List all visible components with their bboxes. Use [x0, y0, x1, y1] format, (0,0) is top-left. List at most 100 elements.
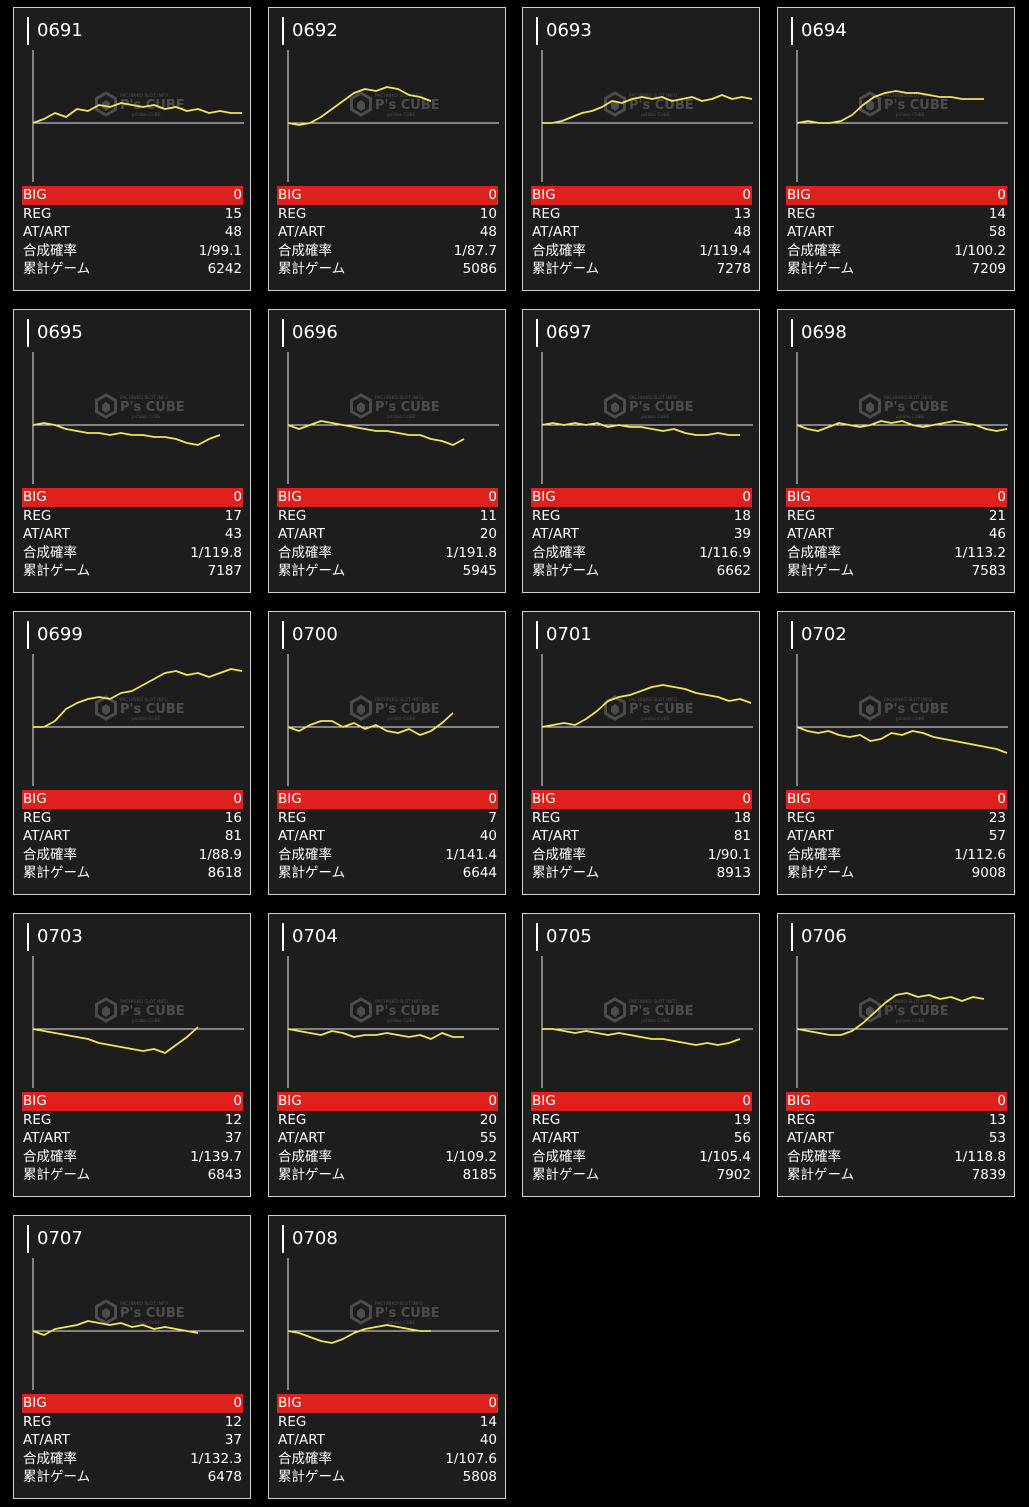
machine-card[interactable]: 0695 PACHINKO SLOT INFO P's CUBE pslabo CUB… [13, 309, 251, 593]
stat-row-total-games: 累計ゲーム 9008 [786, 864, 1007, 883]
stat-label: REG [23, 1413, 52, 1430]
stat-label: 合成確率 [278, 544, 332, 561]
machine-card[interactable]: 0697 PACHINKO SLOT INFO P's CUBE pslabo CUB… [522, 309, 760, 593]
stat-row-at-art: AT/ART 40 [277, 1431, 498, 1450]
stat-row-probability: 合成確率 1/99.1 [22, 242, 243, 261]
stats-table: BIG 0 REG 14 AT/ART 40 合成確率 1/107.6 累計ゲーム 5808 [277, 1394, 498, 1487]
stat-label: BIG [23, 791, 47, 807]
stat-label: 累計ゲーム [787, 563, 855, 580]
stat-value: 0 [488, 1093, 497, 1109]
stats-table: BIG 0 REG 17 AT/ART 43 合成確率 1/119.8 累計ゲーム 7187 [22, 488, 243, 581]
stat-value: 1/132.3 [190, 1450, 242, 1467]
stat-row-big: BIG 0 [22, 1092, 243, 1111]
stat-row-reg: REG 18 [531, 507, 752, 526]
stat-value: 81 [733, 828, 751, 845]
stat-label: AT/ART [23, 526, 70, 543]
machine-number: 0698 [791, 319, 847, 347]
stat-row-big: BIG 0 [531, 488, 752, 507]
stat-label: AT/ART [23, 1130, 70, 1147]
stat-label: AT/ART [532, 526, 579, 543]
machine-number: 0705 [536, 923, 592, 951]
machine-card[interactable]: 0700 PACHINKO SLOT INFO P's CUBE pslabo CUB… [268, 611, 506, 895]
machine-number: 0691 [27, 17, 83, 45]
cube-core-icon [357, 402, 365, 413]
stats-table: BIG 0 REG 18 AT/ART 81 合成確率 1/90.1 累計ゲーム 8913 [531, 790, 752, 883]
stat-value: 1/100.2 [954, 242, 1006, 259]
stat-value: 14 [479, 1413, 497, 1430]
machine-card[interactable]: 0707 PACHINKO SLOT INFO P's CUBE pslabo CUB… [13, 1215, 251, 1499]
machine-card[interactable]: 0701 PACHINKO SLOT INFO P's CUBE pslabo CUB… [522, 611, 760, 895]
stat-label: 合成確率 [532, 1148, 586, 1165]
stat-value: 8185 [462, 1167, 497, 1184]
stat-value: 0 [233, 1093, 242, 1109]
stat-value: 1/118.8 [954, 1148, 1006, 1165]
stat-row-big: BIG 0 [22, 186, 243, 205]
machine-card[interactable]: 0702 PACHINKO SLOT INFO P's CUBE pslabo CUB… [777, 611, 1015, 895]
stat-value: 5086 [462, 261, 497, 278]
stat-label: BIG [278, 791, 302, 807]
stat-value: 18 [733, 809, 751, 826]
machine-card[interactable]: 0706 PACHINKO SLOT INFO P's CUBE pslabo CUB… [777, 913, 1015, 1197]
stat-value: 13 [988, 1111, 1006, 1128]
watermark-main-text: P's CUBE [375, 702, 440, 717]
stat-value: 1/191.8 [445, 544, 497, 561]
machine-card[interactable]: 0696 PACHINKO SLOT INFO P's CUBE pslabo CUB… [268, 309, 506, 593]
stat-label: 累計ゲーム [532, 261, 600, 278]
machine-card[interactable]: 0694 PACHINKO SLOT INFO P's CUBE pslabo CUB… [777, 7, 1015, 291]
stat-row-big: BIG 0 [786, 1092, 1007, 1111]
stat-row-probability: 合成確率 1/132.3 [22, 1450, 243, 1469]
machine-card[interactable]: 0703 PACHINKO SLOT INFO P's CUBE pslabo CUB… [13, 913, 251, 1197]
stat-label: AT/ART [787, 1130, 834, 1147]
watermark-top-text: PACHINKO SLOT INFO [120, 999, 169, 1005]
watermark-top-text: PACHINKO SLOT INFO [884, 395, 933, 401]
machine-card[interactable]: 0705 PACHINKO SLOT INFO P's CUBE pslabo CUB… [522, 913, 760, 1197]
stats-table: BIG 0 REG 12 AT/ART 37 合成確率 1/139.7 累計ゲーム 6843 [22, 1092, 243, 1185]
machine-card[interactable]: 0699 PACHINKO SLOT INFO P's CUBE pslabo CUB… [13, 611, 251, 895]
slump-line [33, 668, 243, 728]
stat-row-big: BIG 0 [22, 790, 243, 809]
stats-table: BIG 0 REG 16 AT/ART 81 合成確率 1/88.9 累計ゲーム 8618 [22, 790, 243, 883]
cube-core-icon [866, 402, 874, 413]
stat-value: 5945 [462, 563, 497, 580]
machine-number: 0702 [791, 621, 847, 649]
stat-row-at-art: AT/ART 57 [786, 827, 1007, 846]
watermark-sub-text: pslabo CUBE [132, 112, 161, 118]
stat-row-at-art: AT/ART 43 [22, 525, 243, 544]
stat-label: AT/ART [278, 828, 325, 845]
stat-row-total-games: 累計ゲーム 7278 [531, 260, 752, 279]
stat-value: 9008 [971, 865, 1006, 882]
machine-card[interactable]: 0691 PACHINKO SLOT INFO P's CUBE pslabo CUB… [13, 7, 251, 291]
stat-value: 0 [488, 1395, 497, 1411]
machine-card[interactable]: 0708 PACHINKO SLOT INFO P's CUBE pslabo CUB… [268, 1215, 506, 1499]
stat-value: 1/109.2 [445, 1148, 497, 1165]
stat-value: 39 [733, 526, 751, 543]
machine-card[interactable]: 0692 PACHINKO SLOT INFO P's CUBE pslabo CUB… [268, 7, 506, 291]
stat-label: BIG [532, 187, 556, 203]
stat-row-big: BIG 0 [531, 790, 752, 809]
stat-value: 1/88.9 [198, 846, 242, 863]
cube-icon [95, 695, 117, 721]
slump-line [287, 1324, 431, 1344]
cube-icon [95, 393, 117, 419]
stat-row-at-art: AT/ART 56 [531, 1129, 752, 1148]
stat-row-probability: 合成確率 1/107.6 [277, 1450, 498, 1469]
stat-label: 合成確率 [787, 846, 841, 863]
machine-card[interactable]: 0704 PACHINKO SLOT INFO P's CUBE pslabo CUB… [268, 913, 506, 1197]
stat-row-at-art: AT/ART 37 [22, 1431, 243, 1450]
stat-value: 6843 [207, 1167, 242, 1184]
stat-label: AT/ART [532, 224, 579, 241]
machine-card[interactable]: 0698 PACHINKO SLOT INFO P's CUBE pslabo CUB… [777, 309, 1015, 593]
watermark-main-text: P's CUBE [120, 702, 185, 717]
stat-label: 累計ゲーム [23, 1469, 91, 1486]
stat-label: 累計ゲーム [532, 1167, 600, 1184]
machine-card[interactable]: 0693 PACHINKO SLOT INFO P's CUBE pslabo CUB… [522, 7, 760, 291]
